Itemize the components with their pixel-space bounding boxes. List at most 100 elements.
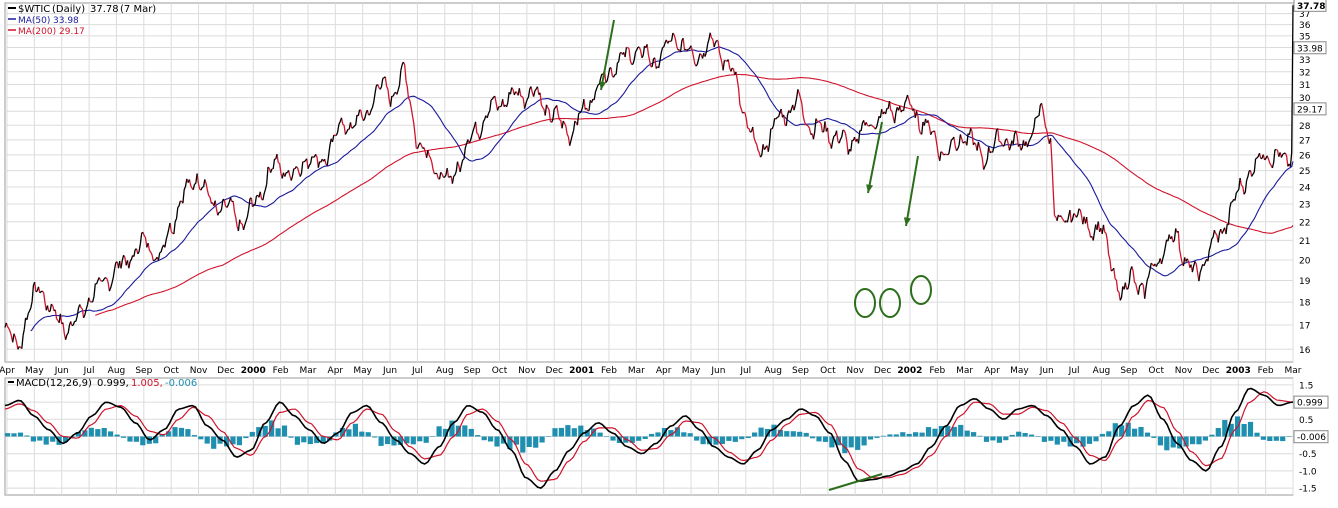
price-x-tick-label: Oct [163,366,179,376]
price-x-tick-label: Sep [792,366,809,376]
macd-histogram-bar [224,436,230,447]
price-x-tick-label: Sep [464,366,481,376]
macd-histogram-bar [964,430,970,437]
macd-histogram-bar [707,436,713,445]
price-y-tick-label: 19 [1299,277,1311,287]
annotation-arrowhead [903,217,911,226]
price-y-tick-label: 16 [1299,346,1311,356]
price-x-tick-label: Sep [1120,366,1137,376]
macd-histogram-bar [63,436,69,443]
macd-histogram-bar [1209,434,1215,437]
macd-histogram-bar [275,428,281,437]
macd-histogram-bar [153,436,159,444]
ma50-line [30,46,1294,332]
macd-axis-tag-box [1293,395,1329,409]
macd-histogram-bar [887,434,893,437]
macd-y-tick-label: 1.5 [1299,381,1313,391]
price-y-tick-label: 37 [1299,10,1310,20]
macd-histogram-bar [75,432,81,437]
legend: $WTIC (Daily) 37.78 (7 Mar) MA(50) 33.98… [8,4,197,389]
macd-line [4,387,1294,489]
macd-histogram-bar [359,431,365,437]
price-y-tick-label: 24 [1299,183,1311,193]
macd-histogram-bar [481,436,487,441]
macd-histogram-bar [217,436,223,444]
annotation-arrow [867,121,883,194]
macd-histogram-bar [1125,422,1131,437]
macd-histogram-bar [1009,434,1015,437]
macd-histogram-bar [1048,436,1054,441]
macd-histogram-bar [1254,432,1260,437]
price-x-tick-label: Aug [436,366,454,376]
macd-histogram-bar [1222,420,1228,437]
ma50-legend-label: MA(50) [18,16,50,26]
ma200-legend-value: 29.17 [59,27,85,37]
macd-histogram-bar [198,436,204,440]
macd-histogram-bar [320,436,326,444]
macd-histogram-bar [719,436,725,444]
macd-histogram-bar [597,432,603,437]
macd-histogram-bar [1247,421,1254,437]
macd-histogram-bar [1190,436,1196,445]
macd-histogram-bar [790,431,796,437]
macd-histogram-bar [204,436,210,444]
macd-histogram-bar [191,435,197,437]
macd-histogram-bar [1086,436,1093,444]
price-panel: 1617181920212223242526272829303132333435… [0,0,1327,376]
macd-histogram-bar [17,432,24,437]
macd-histogram-bar [114,434,120,437]
price-x-tick-label: Oct [492,366,508,376]
macd-histogram-bar [442,428,449,437]
price-x-tick-label: 2001 [569,366,594,376]
price-x-tick-label: Feb [273,366,289,376]
macd-histogram-bar [43,436,49,445]
macd-histogram-bar [95,429,101,437]
price-x-tick-label: May [25,366,44,376]
macd-histogram-bar [526,436,532,447]
price-axis-tag-box [1293,41,1327,55]
annotation-arrow [905,155,919,227]
macd-histogram-bar [584,430,590,437]
price-line-down [5,32,1291,350]
macd-histogram-bar [655,432,661,437]
price-x-tick-label: May [682,366,701,376]
macd-histogram-bar [945,426,951,437]
macd-histogram-bar [649,433,655,437]
macd-histogram-bar [861,436,867,446]
price-x-tick-label: Dec [217,366,234,376]
macd-histogram-bar [262,425,268,437]
macd-histogram-bar [475,435,481,437]
macd-histogram-bar [391,436,397,446]
macd-histogram-bar [571,428,577,437]
macd-histogram-bar [829,436,835,448]
macd-histogram-bar [726,436,732,441]
macd-histogram-bar [1183,436,1189,447]
price-y-tick-label: 21 [1299,237,1310,247]
macd-histogram-bar [281,425,288,437]
price-legend-date: (7 Mar) [120,4,156,15]
annotation-circle [854,288,876,318]
price-y-tick-label: 18 [1299,299,1311,309]
annotation-circle [910,275,932,305]
macd-histogram-bar [771,424,777,437]
macd-histogram-bar [1286,436,1292,437]
macd-axis-tag-label: 0.999 [1297,399,1323,409]
macd-histogram-bar [990,436,996,441]
price-x-tick-label: 2002 [897,366,922,376]
macd-histogram-bar [494,436,500,447]
macd-histogram-bar [745,436,751,438]
macd-histogram-bar [417,436,423,442]
macd-histogram-bar [346,429,352,437]
macd-histogram-bar [288,436,294,438]
price-y-tick-label: 20 [1299,256,1311,266]
macd-histogram-bar [1164,436,1170,451]
macd-histogram-bar [430,436,436,437]
price-x-tick-label: Aug [764,366,782,376]
macd-histogram-bar [694,436,700,441]
price-x-tick-label: Feb [929,366,945,376]
macd-histogram-bar [1074,436,1080,444]
macd-histogram-bar [552,428,558,437]
macd-histogram-bar [642,436,648,439]
price-x-tick-label: Jul [1068,366,1080,376]
